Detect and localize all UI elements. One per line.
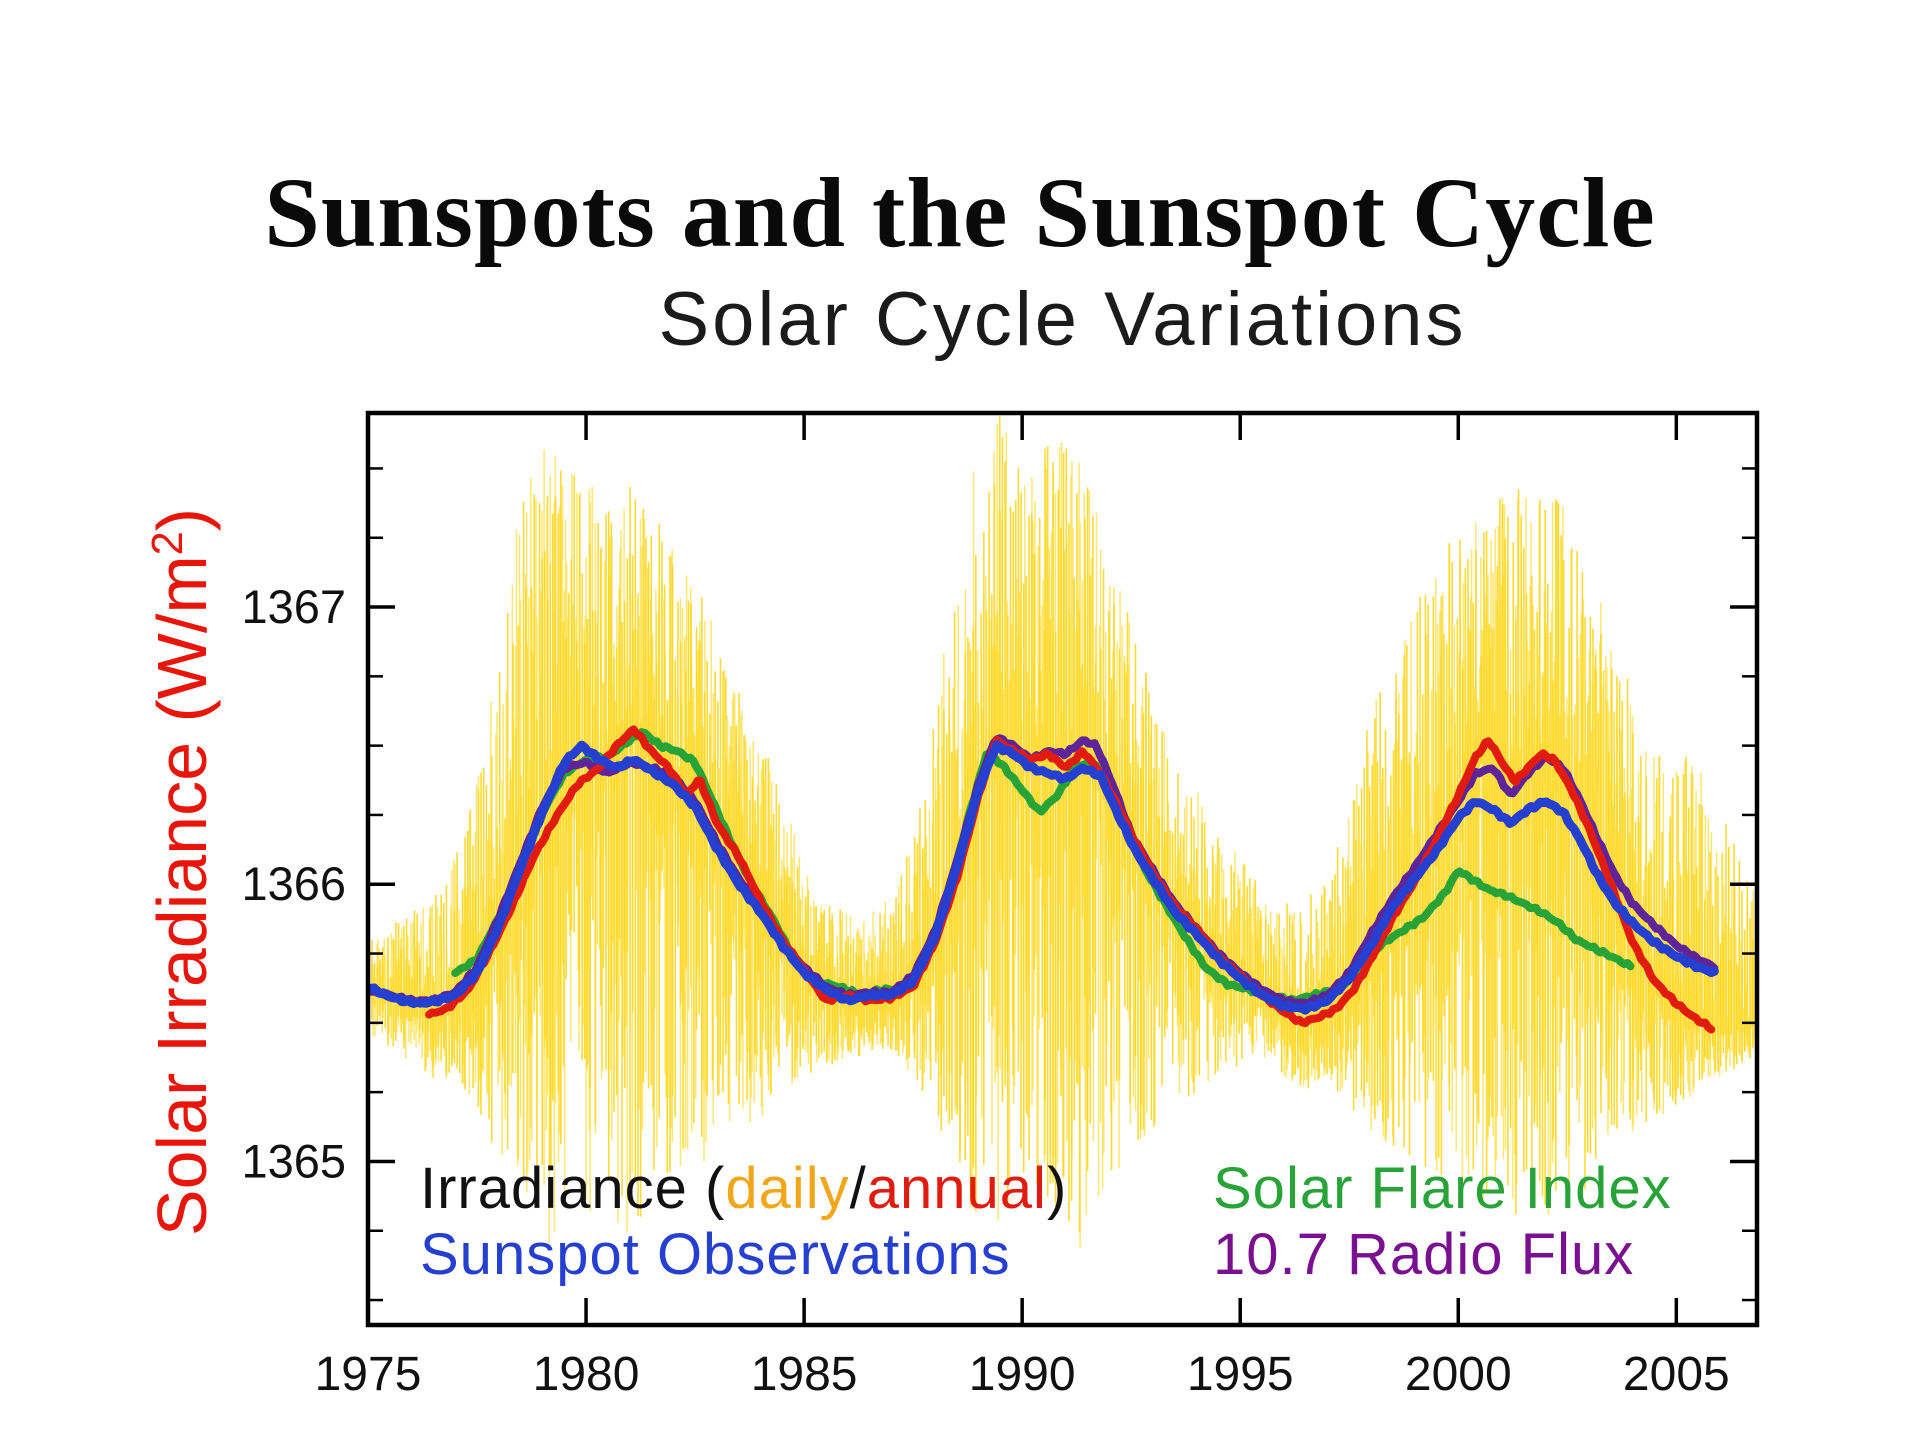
y-axis-label-main: Solar Irradiance (W/m <box>143 555 222 1237</box>
y-tick-label: 1367 <box>241 580 346 633</box>
series-flare <box>451 728 1635 1005</box>
axis-ticks <box>366 413 1757 1325</box>
x-tick-label: 2000 <box>1405 1348 1512 1401</box>
legend-solar-flare-index: Solar Flare Index <box>1213 1156 1672 1221</box>
y-axis-label: Solar Irradiance (W/m2) <box>143 508 221 1236</box>
x-tick-label: 1980 <box>533 1348 640 1401</box>
y-axis-label-sup: 2 <box>143 531 192 556</box>
x-tick-label: 1985 <box>751 1348 858 1401</box>
legend-irradiance-daily: daily <box>725 1156 850 1221</box>
series-sunspots <box>370 740 1719 1015</box>
plot-frame <box>365 410 1760 1328</box>
x-tick-label: 1975 <box>315 1348 422 1401</box>
chart-title: Solar Cycle Variations <box>658 277 1467 362</box>
x-tick-label: 2005 <box>1623 1348 1730 1401</box>
series-annual <box>425 725 1716 1034</box>
axis-tick-labels: 1365 1366 1367 1975 1980 1985 1990 1995 2000 2005 <box>241 580 1729 1401</box>
y-tick-label: 1366 <box>241 857 346 910</box>
y-axis-label-close: ) <box>143 507 222 532</box>
legend-sunspot-observations: Sunspot Observations <box>420 1222 1011 1287</box>
legend-irradiance: Irradiance (daily/annual) <box>420 1160 1067 1218</box>
legend-irradiance-prefix: Irradiance ( <box>420 1156 726 1221</box>
plot-area <box>370 416 1755 1248</box>
legend-irradiance-slash: / <box>849 1156 867 1221</box>
y-tick-label: 1365 <box>241 1134 346 1187</box>
legend-irradiance-annual: annual <box>866 1156 1047 1221</box>
legend-radio-flux: 10.7 Radio Flux <box>1213 1222 1635 1287</box>
x-tick-label: 1990 <box>969 1348 1076 1401</box>
page-title: Sunspots and the Sunspot Cycle <box>264 157 1656 268</box>
legend-irradiance-suffix: ) <box>1046 1156 1068 1221</box>
x-tick-label: 1995 <box>1187 1348 1294 1401</box>
